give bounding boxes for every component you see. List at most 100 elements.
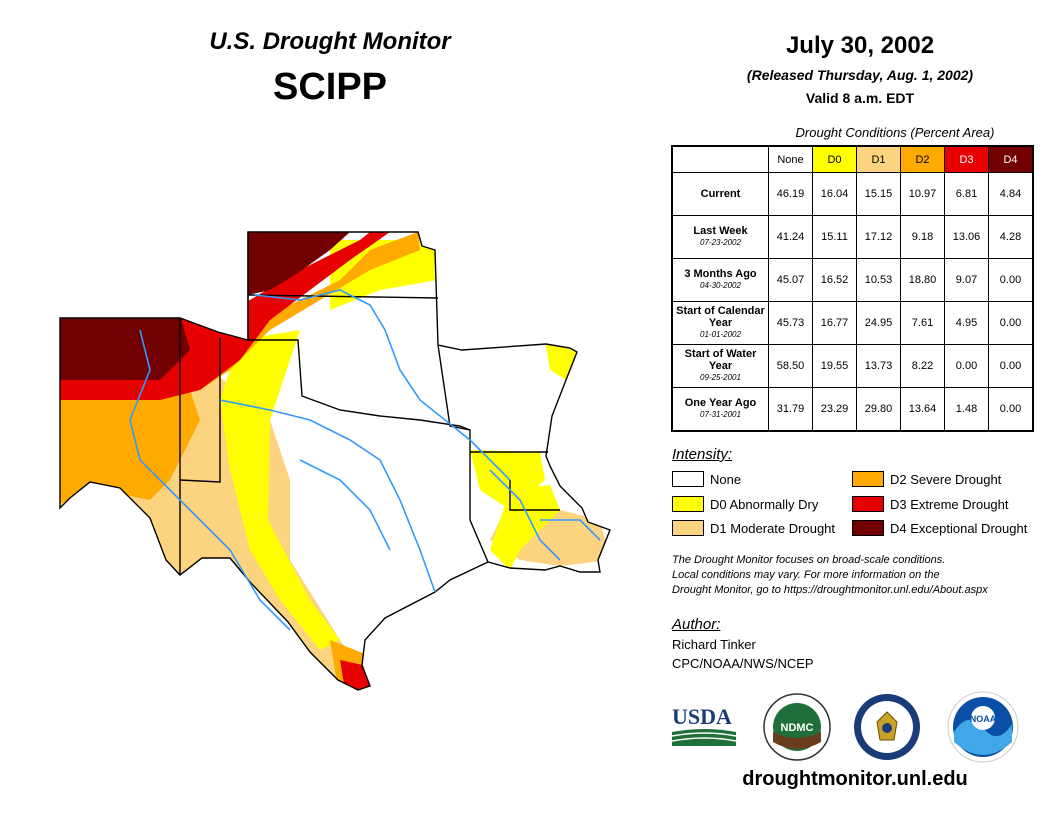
- note-line: The Drought Monitor focuses on broad-sca…: [672, 554, 946, 566]
- legend-title: Intensity:: [672, 446, 733, 463]
- legend-swatch: [852, 520, 884, 536]
- legend-swatch: [852, 471, 884, 487]
- row-label: 3 Months Ago 04-30-2002: [671, 258, 769, 302]
- column-header-d0: D0: [812, 145, 857, 173]
- legend-label: D0 Abnormally Dry: [710, 496, 819, 512]
- row-label: One Year Ago 07-31-2001: [671, 387, 769, 432]
- table-cell: 58.50: [768, 344, 813, 388]
- ndmc-logo-text: NDMC: [781, 722, 814, 734]
- table-cell: 4.28: [988, 215, 1034, 259]
- table-cell: 6.81: [944, 172, 989, 216]
- table-cell: 18.80: [900, 258, 945, 302]
- author-org: CPC/NOAA/NWS/NCEP: [672, 656, 814, 671]
- table-cell: 17.12: [856, 215, 901, 259]
- table-cell: 0.00: [988, 344, 1034, 388]
- row-label-text: Current: [700, 188, 741, 200]
- column-header-d1: D1: [856, 145, 901, 173]
- legend-item-d2: D2 Severe Drought: [852, 471, 1001, 487]
- rivers: [129, 289, 601, 631]
- column-header-d2: D2: [900, 145, 945, 173]
- column-header-d3: D3: [944, 145, 989, 173]
- note-line: Drought Monitor, go to https://droughtmo…: [672, 584, 988, 596]
- legend-item-d0: D0 Abnormally Dry: [672, 496, 818, 512]
- table-row: One Year Ago 07-31-2001 31.79 23.29 29.80 13.…: [671, 387, 1034, 432]
- legend-label: D2 Severe Drought: [890, 471, 1002, 487]
- legend-swatch: [852, 496, 884, 512]
- legend-label: D3 Extreme Drought: [890, 496, 1009, 512]
- row-date: 04-30-2002: [700, 281, 741, 290]
- legend-label: D1 Moderate Drought: [710, 520, 836, 536]
- table-cell: 45.73: [768, 301, 813, 345]
- usda-logo-text: USDA: [672, 704, 732, 729]
- table-cell: 41.24: [768, 215, 813, 259]
- table-cell: 15.11: [812, 215, 857, 259]
- row-label-text: Last Week: [693, 225, 748, 237]
- legend-swatch: [672, 496, 704, 512]
- table-cell: 10.53: [856, 258, 901, 302]
- row-date: 07-31-2001: [700, 410, 741, 419]
- commerce-seal: [854, 694, 920, 760]
- table-cell: 0.00: [988, 258, 1034, 302]
- table-cell: 46.19: [768, 172, 813, 216]
- column-header-none: None: [768, 145, 813, 173]
- release-date: (Released Thursday, Aug. 1, 2002): [746, 67, 974, 83]
- table-header-row: None D0 D1 D2 D3 D4: [672, 145, 1034, 173]
- table-cell: 13.73: [856, 344, 901, 388]
- table-row: Current 46.19 16.04 15.15 10.97 6.81 4.84: [671, 172, 1034, 216]
- legend-swatch: [672, 471, 704, 487]
- table-row: Start of Water Year 09-25-2001 58.50 19.55 1…: [671, 344, 1034, 388]
- table-row: Last Week 07-23-2002 41.24 15.11 17.12 9.18 13…: [671, 215, 1034, 259]
- table-cell: 10.97: [900, 172, 945, 216]
- table-cell: 0.00: [988, 387, 1034, 432]
- table-cell: 4.95: [944, 301, 989, 345]
- table-cell: 16.52: [812, 258, 857, 302]
- table-caption: Drought Conditions (Percent Area): [795, 125, 995, 140]
- legend-swatch: [672, 520, 704, 536]
- drought-map: [59, 231, 611, 691]
- row-label: Start of Calendar Year 01-01-2002: [671, 301, 769, 345]
- table-cell: 4.84: [988, 172, 1034, 216]
- ndmc-logo: NDMC: [763, 693, 831, 761]
- drought-stats-table: None D0 D1 D2 D3 D4 Current 46.19 16.04 15.…: [671, 145, 1034, 432]
- note-line: Local conditions may vary. For more info…: [672, 569, 940, 581]
- column-header-d4: D4: [988, 145, 1034, 173]
- valid-time: Valid 8 a.m. EDT: [805, 90, 915, 106]
- table-cell: 29.80: [856, 387, 901, 432]
- row-label-text: One Year Ago: [684, 397, 757, 409]
- table-cell: 0.00: [988, 301, 1034, 345]
- table-cell: 13.06: [944, 215, 989, 259]
- row-date: 07-23-2002: [700, 238, 741, 247]
- table-cell: 15.15: [856, 172, 901, 216]
- table-cell: 9.18: [900, 215, 945, 259]
- legend-label: None: [710, 471, 742, 487]
- legend-item-d3: D3 Extreme Drought: [852, 496, 1009, 512]
- row-label-text: 3 Months Ago: [684, 268, 757, 280]
- row-date: 01-01-2002: [700, 330, 741, 339]
- website-link[interactable]: droughtmonitor.unl.edu: [742, 768, 968, 790]
- table-cell: 16.04: [812, 172, 857, 216]
- table-cell: 9.07: [944, 258, 989, 302]
- legend-item-none: None: [672, 471, 741, 487]
- legend-item-d1: D1 Moderate Drought: [672, 520, 835, 536]
- table-cell: 16.77: [812, 301, 857, 345]
- row-label: Last Week 07-23-2002: [671, 215, 769, 259]
- table-row: 3 Months Ago 04-30-2002 45.07 16.52 10.53 18.…: [671, 258, 1034, 302]
- legend-label: D4 Exceptional Drought: [890, 520, 1028, 536]
- row-label-text: Start of Water Year: [684, 348, 757, 372]
- disclaimer-note: The Drought Monitor focuses on broad-sca…: [672, 553, 1052, 598]
- row-date: 09-25-2001: [700, 373, 741, 382]
- monitor-title: U.S. Drought Monitor: [209, 28, 451, 55]
- legend-item-d4: D4 Exceptional Drought: [852, 520, 1027, 536]
- table-cell: 0.00: [944, 344, 989, 388]
- table-cell: 45.07: [768, 258, 813, 302]
- header-blank: [672, 146, 769, 173]
- table-cell: 8.22: [900, 344, 945, 388]
- map-date: July 30, 2002: [785, 32, 935, 59]
- author-name: Richard Tinker: [672, 637, 756, 652]
- table-cell: 7.61: [900, 301, 945, 345]
- noaa-logo: NOAA: [947, 691, 1019, 763]
- table-cell: 1.48: [944, 387, 989, 432]
- table-cell: 23.29: [812, 387, 857, 432]
- region-title: SCIPP: [272, 66, 388, 108]
- table-cell: 13.64: [900, 387, 945, 432]
